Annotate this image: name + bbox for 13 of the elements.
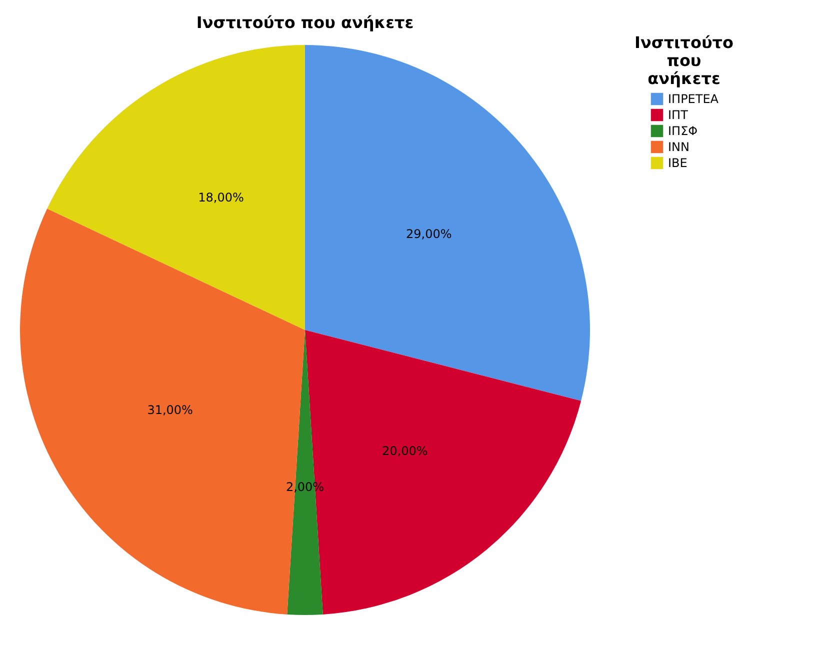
chart-title: Ινστιτούτο που ανήκετε bbox=[196, 13, 414, 32]
pie-slice bbox=[47, 45, 305, 330]
pie-slice bbox=[305, 45, 590, 401]
data-label: 29,00% bbox=[406, 226, 452, 241]
legend-label: ΙΠΤ bbox=[668, 108, 689, 122]
legend-label: ΙΠΣΦ bbox=[668, 124, 698, 138]
legend-label: ΙΒΕ bbox=[668, 156, 688, 170]
data-label: 20,00% bbox=[382, 444, 428, 458]
legend-title: Ινστιτούτο που ανήκετε bbox=[634, 33, 734, 88]
legend-label: ΙΠΡΕΤΕΑ bbox=[668, 92, 720, 106]
data-label: 18,00% bbox=[198, 190, 244, 205]
legend-label: ΙΝΝ bbox=[668, 140, 690, 154]
data-label: 31,00% bbox=[147, 402, 193, 417]
